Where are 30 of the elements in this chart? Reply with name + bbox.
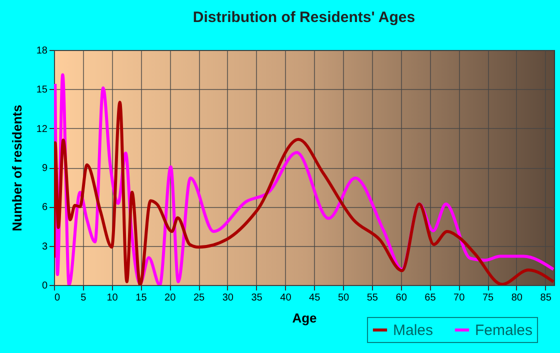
x-axis-title: Age (292, 310, 317, 326)
x-tick-label: 25 (193, 292, 206, 304)
x-tick-label: 35 (251, 292, 263, 304)
x-tick-label: 30 (222, 292, 234, 304)
x-tick-label: 5 (80, 292, 87, 304)
x-tick-label: 65 (424, 292, 436, 304)
x-tick-label: 40 (280, 292, 292, 304)
x-tick-label: 60 (396, 292, 408, 304)
x-tick-label: 15 (136, 292, 148, 304)
x-tick-label: 75 (482, 292, 494, 304)
x-tick-label: 55 (366, 292, 378, 304)
y-tick-label: 3 (42, 241, 48, 252)
y-tick-label: 18 (36, 46, 48, 56)
x-tick-label: 0 (54, 292, 60, 304)
legend-label: Females (475, 322, 533, 339)
y-tick-label: 12 (36, 124, 48, 135)
x-tick-label: 45 (309, 292, 321, 304)
x-tick-label: 85 (540, 292, 552, 304)
y-axis-title: Number of residents (9, 104, 24, 232)
x-tick-label: 20 (164, 292, 176, 304)
chart-title: Distribution of Residents' Ages (192, 9, 416, 26)
x-tick-label: 10 (106, 292, 118, 304)
y-tick-label: 6 (42, 202, 48, 214)
y-tick-label: 0 (42, 280, 48, 292)
x-tick-label: 70 (454, 292, 466, 304)
y-tick-label: 15 (36, 84, 48, 96)
x-tick-label: 80 (511, 292, 523, 304)
legend-label: Males (393, 322, 434, 339)
x-tick-label: 50 (338, 292, 350, 304)
y-tick-label: 9 (42, 163, 48, 174)
